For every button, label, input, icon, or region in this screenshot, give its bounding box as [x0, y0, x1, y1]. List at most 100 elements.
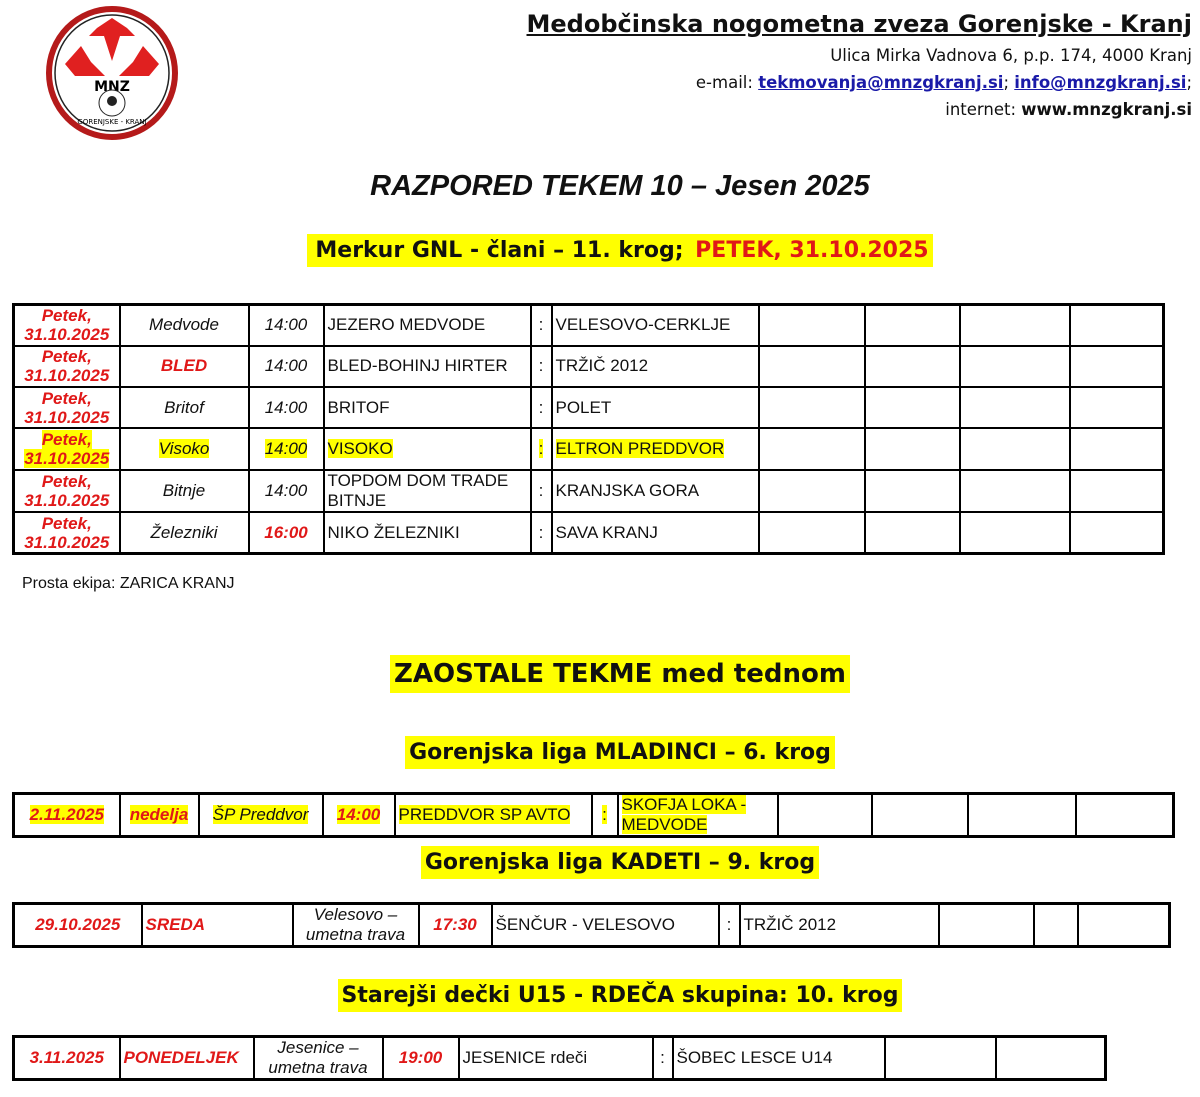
- cell-text: TOPDOM DOM TRADE BITNJE: [327, 470, 509, 510]
- cell-away: ELTRON PREDDVOR: [550, 427, 760, 471]
- cell-date: Petek, 31.10.2025: [12, 386, 121, 430]
- cell-text: 14:00: [264, 397, 308, 417]
- svg-text:MNZ: MNZ: [94, 79, 130, 95]
- cell-text: POLET: [555, 397, 612, 417]
- schedule-table-clani: Petek, 31.10.2025 Medvode 14:00 JEZERO MEDV…: [12, 303, 1165, 555]
- section-title-date: PETEK, 31.10.2025: [695, 238, 929, 263]
- org-email-line: e-mail: tekmovanja@mnzgkranj.si; info@mn…: [695, 73, 1192, 92]
- org-address: Ulica Mirka Vadnova 6, p.p. 174, 4000 Kr…: [830, 46, 1192, 65]
- page-title: RAZPORED TEKEM 10 – Jesen 2025: [370, 170, 870, 202]
- cell-time: 14:00: [247, 427, 325, 471]
- cell-text: SKOFJA LOKA - MEDVODE: [621, 795, 747, 834]
- cell-blank: [958, 427, 1071, 471]
- cell-blank: [1068, 386, 1165, 430]
- cell-day: nedelja: [118, 792, 200, 838]
- cell-time: 14:00: [247, 386, 325, 430]
- cell-date: Petek, 31.10.2025: [12, 303, 121, 347]
- free-team-note: Prosta ekipa: ZARICA KRANJ: [22, 575, 235, 592]
- cell-text: Medvode: [149, 315, 219, 335]
- cell-blank: [994, 1035, 1107, 1081]
- table-row: Petek, 31.10.2025 Visoko 14:00 VISOKO: ELTRO…: [12, 427, 1165, 471]
- section-title-text: ZAOSTALE TEKME med tednom: [390, 655, 850, 693]
- org-web-line: internet: www.mnzgkranj.si: [527, 96, 1192, 123]
- cell-venue: Železniki: [118, 511, 250, 555]
- cell-text: BLED: [160, 356, 208, 376]
- cell-venue: BLED: [118, 344, 250, 389]
- cell-blank: [958, 386, 1071, 430]
- cell-text: Jesenice – umetna trava: [268, 1038, 368, 1078]
- cell-text: JESENICE rdeči: [462, 1048, 588, 1067]
- cell-text: Petek, 31.10.2025: [24, 513, 110, 552]
- cell-blank: [776, 792, 873, 838]
- cell-blank: [757, 344, 866, 389]
- cell-text: :: [538, 480, 544, 500]
- cell-venue: Visoko: [118, 427, 250, 471]
- schedule-table-u15: 3.11.2025 PONEDELJEK Jesenice – umetna tra…: [12, 1035, 1107, 1081]
- cell-blank: [757, 468, 866, 514]
- cell-sep: :: [651, 1035, 674, 1081]
- cell-sep: :: [529, 303, 553, 347]
- cell-text: Petek, 31.10.2025: [24, 430, 110, 469]
- table-row: 2.11.2025 nedelja ŠP Preddvor 14:00 PREDDVOR…: [12, 792, 1175, 838]
- cell-date: Petek, 31.10.2025: [12, 344, 121, 389]
- cell-sep: :: [529, 511, 553, 555]
- email-link-info[interactable]: info@mnzgkranj.si: [1014, 73, 1187, 92]
- cell-venue: Medvode: [118, 303, 250, 347]
- cell-venue: Bitnje: [118, 468, 250, 514]
- cell-text: Velesovo – umetna trava: [305, 905, 406, 945]
- cell-text: :: [726, 915, 732, 934]
- cell-text: ELTRON PREDDVOR: [555, 439, 725, 459]
- cell-text: 17:30: [433, 915, 477, 934]
- cell-text: Visoko: [158, 439, 210, 459]
- cell-time: 16:00: [247, 511, 325, 555]
- cell-text: ŠP Preddvor: [212, 805, 309, 824]
- table-row: Petek, 31.10.2025 BLED 14:00 BLED-BOHINJ HI…: [12, 344, 1165, 389]
- cell-blank: [1068, 303, 1165, 347]
- cell-text: 3.11.2025: [29, 1048, 104, 1067]
- cell-sep: :: [529, 386, 553, 430]
- cell-text: 14:00: [336, 805, 381, 824]
- section-title-u15: Starejši dečki U15 - RDEČA skupina: 10. …: [0, 979, 1200, 1012]
- cell-text: PONEDELJEK: [123, 1048, 239, 1067]
- cell-time: 14:00: [247, 468, 325, 514]
- cell-text: 14:00: [264, 480, 308, 500]
- cell-blank: [757, 386, 866, 430]
- cell-away: POLET: [550, 386, 760, 430]
- svg-text:GORENJSKE - KRANJ: GORENJSKE - KRANJ: [77, 118, 146, 126]
- cell-home: VISOKO: [322, 427, 532, 471]
- cell-text: 29.10.2025: [35, 915, 121, 934]
- cell-text: 19:00: [398, 1048, 443, 1067]
- cell-text: TRŽIČ 2012: [743, 915, 837, 934]
- section-title-kadeti: Gorenjska liga KADETI – 9. krog: [0, 846, 1200, 879]
- cell-blank: [958, 303, 1071, 347]
- cell-text: ŠOBEC LESCE U14: [676, 1048, 833, 1067]
- cell-text: 14:00: [264, 315, 308, 335]
- org-name: Medobčinska nogometna zveza Gorenjske - …: [526, 10, 1193, 38]
- cell-text: 2.11.2025: [29, 805, 104, 824]
- cell-blank: [1068, 427, 1165, 471]
- cell-text: BLED-BOHINJ HIRTER: [327, 356, 508, 376]
- website[interactable]: www.mnzgkranj.si: [1021, 100, 1192, 119]
- cell-blank: [966, 792, 1077, 838]
- cell-time: 14:00: [321, 792, 396, 838]
- cell-text: ŠENČUR - VELESOVO: [495, 915, 676, 934]
- section-title-mladinci: Gorenjska liga MLADINCI – 6. krog: [0, 736, 1200, 769]
- cell-home: JESENICE rdeči: [457, 1035, 654, 1081]
- cell-text: :: [538, 439, 544, 459]
- cell-blank: [1068, 511, 1165, 555]
- cell-blank: [1068, 344, 1165, 389]
- cell-away: ŠOBEC LESCE U14: [671, 1035, 886, 1081]
- cell-blank: [757, 427, 866, 471]
- cell-date: Petek, 31.10.2025: [12, 427, 121, 471]
- table-row: Petek, 31.10.2025 Bitnje 14:00 TOPDOM DOM T…: [12, 468, 1165, 514]
- cell-home: BRITOF: [322, 386, 532, 430]
- email-link-tekmovanja[interactable]: tekmovanja@mnzgkranj.si: [758, 73, 1004, 92]
- schedule-table-mladinci: 2.11.2025 nedelja ŠP Preddvor 14:00 PREDDVOR…: [12, 792, 1175, 838]
- cell-text: SREDA: [145, 915, 206, 934]
- cell-blank: [863, 468, 961, 514]
- cell-blank: [958, 511, 1071, 555]
- cell-sep: :: [529, 344, 553, 389]
- cell-blank: [863, 303, 961, 347]
- org-header: Medobčinska nogometna zveza Gorenjske - …: [527, 10, 1193, 123]
- cell-text: 14:00: [264, 356, 308, 376]
